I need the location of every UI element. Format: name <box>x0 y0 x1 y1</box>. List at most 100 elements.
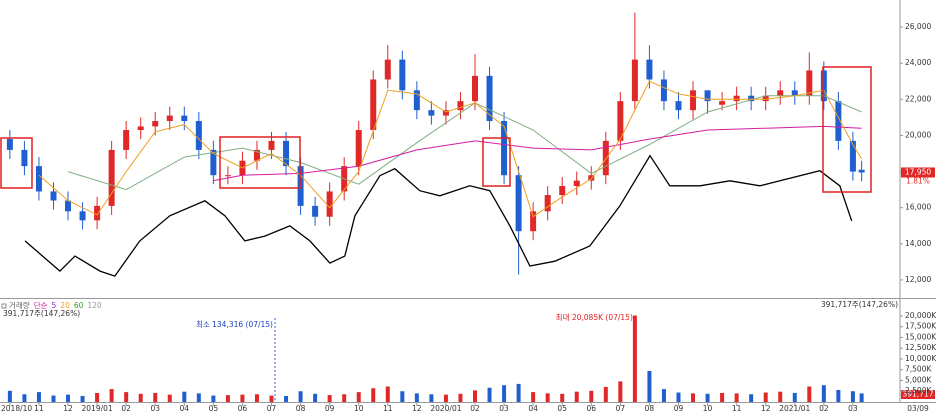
last-price-box <box>901 167 935 178</box>
candle-body <box>195 121 202 150</box>
volume-bar <box>661 389 666 402</box>
volume-bar <box>778 391 783 402</box>
candle-body <box>559 186 566 196</box>
volume-bar <box>574 391 579 402</box>
candle-body <box>442 110 449 116</box>
volume-bar <box>80 395 85 402</box>
candle-body <box>312 205 319 217</box>
volume-bar <box>473 390 477 402</box>
volume-bar <box>807 386 812 402</box>
candle-body <box>79 211 86 221</box>
volume-bar <box>371 388 376 402</box>
volume-bar <box>589 390 594 402</box>
x-tick-label: 2018/10 <box>1 404 32 413</box>
volume-bar <box>836 389 841 402</box>
y-tick-label: 12,000 <box>905 275 931 284</box>
candle-body <box>399 59 406 91</box>
marks <box>6 12 865 402</box>
x-tick-label: 2021/01 <box>779 404 810 413</box>
candle-body <box>704 90 711 102</box>
volume-bar <box>443 394 448 402</box>
candle-body <box>370 79 377 131</box>
x-tick-label: 10 <box>354 404 364 413</box>
volume-bar <box>356 392 361 402</box>
highlight-boxes <box>0 66 872 193</box>
volume-bar <box>502 385 507 402</box>
volume-bar <box>414 393 419 402</box>
candle-body <box>181 115 188 122</box>
indicator-line <box>24 154 853 277</box>
candle-body <box>283 140 290 167</box>
x-tick-label: 2019/01 <box>82 404 113 413</box>
indicator-line <box>38 80 863 218</box>
x-tick-label: 03 <box>499 404 509 413</box>
volume-bar <box>95 392 100 402</box>
x-tick-label: 11 <box>34 404 44 413</box>
legend-label: 단순 <box>34 300 48 310</box>
volume-bar <box>298 391 303 402</box>
volume-bar <box>691 393 696 402</box>
x-tick-label: 02 <box>121 404 131 413</box>
candle-body <box>835 101 842 141</box>
candle-body <box>35 166 42 192</box>
price-change: 1.81% <box>906 176 930 185</box>
volume-bar <box>720 392 725 402</box>
y-tick-label: 16,000 <box>905 203 931 212</box>
date-label: 03/09 <box>907 404 929 413</box>
x-tick-label: 04 <box>180 404 190 413</box>
volume-bar <box>647 371 652 402</box>
volume-bar <box>153 392 158 402</box>
candle-body <box>486 75 493 122</box>
x-tick-label: 03 <box>848 404 858 413</box>
last-volume: 391,717 <box>902 390 933 399</box>
candle-body <box>50 191 57 201</box>
volume-bar <box>327 395 332 402</box>
y-tick-label: 20,000K <box>905 311 936 320</box>
volume-bar <box>182 391 187 402</box>
volume-bar <box>734 393 739 402</box>
candle-body <box>646 59 653 80</box>
y-tick-label: 2,500K <box>905 386 932 395</box>
legend-label: 20 <box>60 301 70 310</box>
y-tick-label: 22,000 <box>905 94 931 103</box>
legend-label: 60 <box>74 301 84 310</box>
candle-body <box>748 95 755 102</box>
candle-body <box>355 130 362 167</box>
y-tick-label: 5,000K <box>905 375 932 384</box>
volume-bar <box>284 395 289 402</box>
volume-bar <box>66 394 71 402</box>
volume-bar <box>516 383 521 402</box>
x-tick-label: 12 <box>412 404 422 413</box>
volume-bar <box>763 392 768 402</box>
volume-bar <box>254 394 259 402</box>
volume-bar <box>225 395 230 402</box>
candle-body <box>631 59 638 102</box>
y-tick-label: 12,500K <box>905 343 936 352</box>
y-tick-label: 14,000 <box>905 239 931 248</box>
candle-body <box>820 70 827 102</box>
volume-bar <box>560 393 565 402</box>
volume-bar <box>7 390 12 402</box>
x-tick-label: 05 <box>557 404 567 413</box>
legend-label: 거래량 <box>9 301 30 310</box>
y-tick-label: 20,000 <box>905 130 931 139</box>
volume-bar <box>211 395 216 402</box>
candle-body <box>210 149 217 176</box>
candle-body <box>224 175 231 177</box>
volume-bar <box>22 394 27 402</box>
candle-body <box>660 79 667 102</box>
x-tick-label: 11 <box>732 404 742 413</box>
candle-body <box>544 195 551 212</box>
candle-body <box>21 149 28 167</box>
candle-body <box>806 70 813 96</box>
candle-body <box>472 75 478 102</box>
candle-body <box>602 140 609 176</box>
last-price: 17,950 <box>905 167 931 176</box>
x-tick-label: 06 <box>587 404 597 413</box>
x-tick-label: 10 <box>703 404 713 413</box>
candle-body <box>530 211 537 232</box>
candle-body <box>719 101 726 105</box>
y-tick-label: 7,500K <box>905 365 932 374</box>
